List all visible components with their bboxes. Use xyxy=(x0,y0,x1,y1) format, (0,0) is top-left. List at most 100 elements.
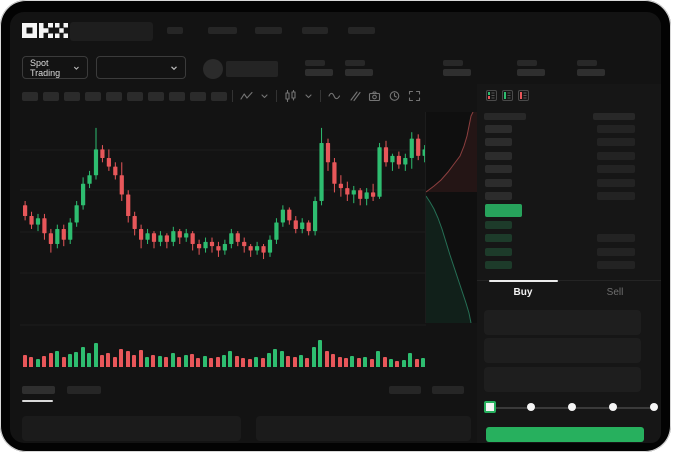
nav-item[interactable] xyxy=(302,27,328,34)
bottom-panel-right xyxy=(256,416,471,441)
ask-row-price[interactable] xyxy=(485,151,512,160)
amount-field[interactable] xyxy=(484,338,641,363)
tab-buy[interactable]: Buy xyxy=(477,281,569,303)
fullscreen-icon[interactable] xyxy=(408,90,421,102)
camera-icon[interactable] xyxy=(368,90,381,102)
volume-bar xyxy=(369,359,374,367)
volume-bar xyxy=(331,354,336,367)
tab-sell-label: Sell xyxy=(606,286,624,298)
timeframe-button[interactable] xyxy=(148,92,164,101)
history-clock-icon[interactable] xyxy=(388,90,401,102)
volume-bar xyxy=(138,350,143,367)
candlestick-icon[interactable] xyxy=(284,90,297,102)
nav-item[interactable] xyxy=(348,27,375,34)
amount-slider[interactable] xyxy=(484,400,658,414)
buy-submit-button[interactable] xyxy=(486,427,644,442)
volume-bar xyxy=(189,354,194,367)
volume-bar xyxy=(382,357,387,367)
total-field[interactable] xyxy=(484,367,641,392)
stat-label xyxy=(517,60,537,66)
ask-row-price[interactable] xyxy=(485,165,512,174)
stat-label xyxy=(305,60,325,66)
nav-item[interactable] xyxy=(208,27,237,34)
volume-bar xyxy=(279,351,284,367)
coin-icon xyxy=(203,59,223,79)
draw-lines-icon[interactable] xyxy=(348,90,361,102)
chart-toolbar xyxy=(232,88,421,104)
timeframe-button[interactable] xyxy=(85,92,101,101)
ask-row-price[interactable] xyxy=(485,192,512,200)
orderbook-view-switcher xyxy=(486,90,529,101)
volume-bar xyxy=(177,357,182,367)
slider-handle[interactable] xyxy=(484,401,496,413)
tab-sell[interactable]: Sell xyxy=(569,281,661,303)
market-type-dropdown[interactable]: Spot Trading xyxy=(22,56,88,79)
chevron-down-icon[interactable] xyxy=(260,90,269,102)
indicator-wave-icon[interactable] xyxy=(328,90,341,102)
bid-row-price[interactable] xyxy=(485,221,512,229)
ask-row-price[interactable] xyxy=(485,138,512,147)
bottom-active-tab-underline xyxy=(22,400,53,402)
volume-bar xyxy=(74,352,79,367)
volume-bar xyxy=(170,353,175,367)
book-bids-icon[interactable] xyxy=(502,90,513,101)
toolbar-separator xyxy=(320,90,321,102)
price-field[interactable] xyxy=(484,310,641,335)
volume-bar xyxy=(42,356,47,367)
volume-bar xyxy=(318,340,323,367)
slider-stop[interactable] xyxy=(568,403,576,411)
trend-line-icon[interactable] xyxy=(240,90,253,102)
pair-name-placeholder xyxy=(226,61,278,77)
timeframe-button[interactable] xyxy=(169,92,185,101)
bid-row-price[interactable] xyxy=(485,247,512,256)
bottom-tab[interactable] xyxy=(67,386,101,394)
ask-row-price[interactable] xyxy=(485,125,512,133)
timeframe-button[interactable] xyxy=(22,92,38,101)
bottom-tab-active[interactable] xyxy=(22,386,55,394)
candlestick-chart[interactable] xyxy=(20,112,427,335)
stat-value xyxy=(305,69,333,76)
volume-bar xyxy=(29,357,34,367)
slider-stop[interactable] xyxy=(650,403,658,411)
book-both-icon[interactable] xyxy=(486,90,497,101)
depth-overlay xyxy=(425,111,479,324)
nav-item[interactable] xyxy=(255,27,282,34)
volume-bar xyxy=(260,358,265,367)
search-placeholder[interactable] xyxy=(70,22,153,41)
ask-row-price[interactable] xyxy=(485,178,512,187)
slider-stop[interactable] xyxy=(527,403,535,411)
timeframe-button[interactable] xyxy=(211,92,227,101)
bottom-action[interactable] xyxy=(432,386,464,394)
volume-bar xyxy=(202,356,207,367)
volume-bar xyxy=(414,359,419,367)
stat-value xyxy=(517,69,545,76)
volume-bar xyxy=(234,356,239,367)
chevron-down-icon[interactable] xyxy=(304,90,313,102)
bottom-panel-left xyxy=(22,416,241,441)
market-type-label: Spot Trading xyxy=(30,57,61,78)
slider-stop[interactable] xyxy=(609,403,617,411)
nav-item[interactable] xyxy=(167,27,183,34)
timeframe-button[interactable] xyxy=(64,92,80,101)
volume-bar xyxy=(61,357,66,367)
bid-row-price[interactable] xyxy=(485,261,512,270)
book-asks-icon[interactable] xyxy=(518,90,529,101)
timeframe-button[interactable] xyxy=(106,92,122,101)
timeframe-button[interactable] xyxy=(190,92,206,101)
volume-bar xyxy=(215,357,220,367)
pair-selector-dropdown[interactable] xyxy=(96,56,186,79)
bid-row-price[interactable] xyxy=(485,234,512,243)
volume-bar xyxy=(254,357,259,367)
timeframe-button[interactable] xyxy=(43,92,59,101)
bottom-action[interactable] xyxy=(389,386,421,394)
stat-value xyxy=(443,69,471,76)
timeframe-button[interactable] xyxy=(127,92,143,101)
ask-row-amount xyxy=(597,125,635,133)
volume-bar xyxy=(112,357,117,367)
volume-bar xyxy=(376,351,381,367)
ask-row-amount xyxy=(597,165,635,174)
volume-bar xyxy=(48,353,53,367)
ask-row-amount xyxy=(597,192,635,200)
ask-row-amount xyxy=(597,178,635,187)
